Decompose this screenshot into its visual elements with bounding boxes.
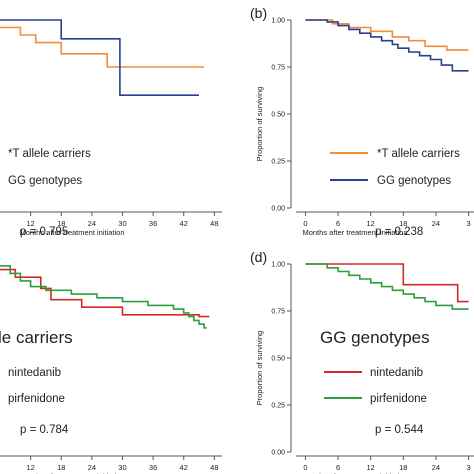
y-tick-label: 0.00: [271, 206, 285, 213]
legend-heading: GG genotypes: [320, 328, 430, 347]
x-tick-label: 6: [336, 219, 340, 228]
p-value-annotation: p = 0.795: [20, 226, 68, 238]
survival-curve-pirfenidone: [305, 263, 469, 310]
y-tick-label: 0.75: [271, 309, 285, 316]
x-tick-label: 36: [149, 463, 157, 472]
x-tick-label: 18: [57, 219, 65, 228]
x-tick-label: 24: [432, 463, 440, 472]
y-axis-label: Proportion of surviving: [255, 87, 264, 162]
survival-curve-pirfenidone: [0, 265, 207, 329]
x-tick-label: 18: [57, 463, 65, 472]
y-tick-label: 0.25: [271, 403, 285, 410]
legend-label: nintedanib: [8, 367, 61, 379]
panel-1: 0 6 12 18 24 3 0.00 0.25 0.50 0.75 1.00 Proportion …: [250, 5, 474, 238]
legend-label: pirfenidone: [8, 393, 65, 405]
survival-curve-gg-genotypes: [305, 19, 469, 72]
y-tick-label: 0.00: [271, 450, 285, 457]
panel-0: 12 18 24 30 36 42 48 Months after treatment ini…: [0, 19, 222, 238]
x-tick-label: 3: [466, 463, 470, 472]
x-tick-label: 0: [303, 219, 307, 228]
y-tick-label: 0.50: [271, 112, 285, 119]
x-axis-label: Months after treatment initiation: [19, 472, 124, 474]
x-axis-label: Months after treatment initiation: [19, 228, 124, 237]
x-axis-label: Months after treatment initiation: [302, 472, 407, 474]
survival-curve-nintedanib: [0, 268, 210, 318]
y-axis-label: Proportion of surviving: [255, 331, 264, 406]
x-tick-label: 12: [26, 219, 34, 228]
x-tick-label: 12: [367, 219, 375, 228]
p-value-annotation: p = 0.784: [20, 424, 69, 436]
x-tick-label: 42: [180, 219, 188, 228]
x-tick-label: 12: [26, 463, 34, 472]
y-tick-label: 0.50: [271, 356, 285, 363]
x-tick-label: 3: [466, 219, 470, 228]
survival-curve--t-allele-carriers: [305, 19, 469, 51]
y-tick-label: 1.00: [271, 18, 285, 25]
legend-label: *T allele carriers: [8, 148, 91, 160]
x-tick-label: 18: [399, 463, 407, 472]
x-tick-label: 30: [118, 219, 126, 228]
x-tick-label: 48: [210, 219, 218, 228]
survival-curve-nintedanib: [305, 263, 469, 303]
panel-2: 12 18 24 30 36 42 48 Months after treatment ini…: [0, 265, 222, 474]
x-tick-label: 36: [149, 219, 157, 228]
x-tick-label: 24: [88, 463, 96, 472]
x-tick-label: 0: [303, 463, 307, 472]
legend-label: pirfenidone: [370, 393, 427, 405]
y-tick-label: 1.00: [271, 262, 285, 269]
legend-label: *T allele carriers: [377, 148, 460, 160]
panel-label: (d): [250, 249, 267, 265]
legend-label: nintedanib: [370, 367, 423, 379]
x-tick-label: 42: [180, 463, 188, 472]
x-axis-label: Months after treatment initiation: [302, 228, 407, 237]
y-tick-label: 0.75: [271, 65, 285, 72]
x-tick-label: 30: [118, 463, 126, 472]
x-tick-label: 6: [336, 463, 340, 472]
x-tick-label: 48: [210, 463, 218, 472]
x-tick-label: 18: [399, 219, 407, 228]
p-value-annotation: p = 0.238: [375, 226, 423, 238]
legend-label: GG genotypes: [377, 175, 451, 187]
x-tick-label: 24: [88, 219, 96, 228]
survival-curve--t-allele-carriers: [0, 26, 205, 68]
legend-heading: le carriers: [0, 328, 73, 347]
y-tick-label: 0.25: [271, 159, 285, 166]
x-tick-label: 12: [367, 463, 375, 472]
legend-label: GG genotypes: [8, 175, 82, 187]
panel-3: 0 6 12 18 24 3 0.00 0.25 0.50 0.75 1.00 Proportion …: [250, 249, 474, 474]
x-tick-label: 24: [432, 219, 440, 228]
p-value-annotation: p = 0.544: [375, 424, 424, 436]
panel-label: (b): [250, 5, 267, 21]
survival-curve-gg-genotypes: [0, 19, 199, 96]
